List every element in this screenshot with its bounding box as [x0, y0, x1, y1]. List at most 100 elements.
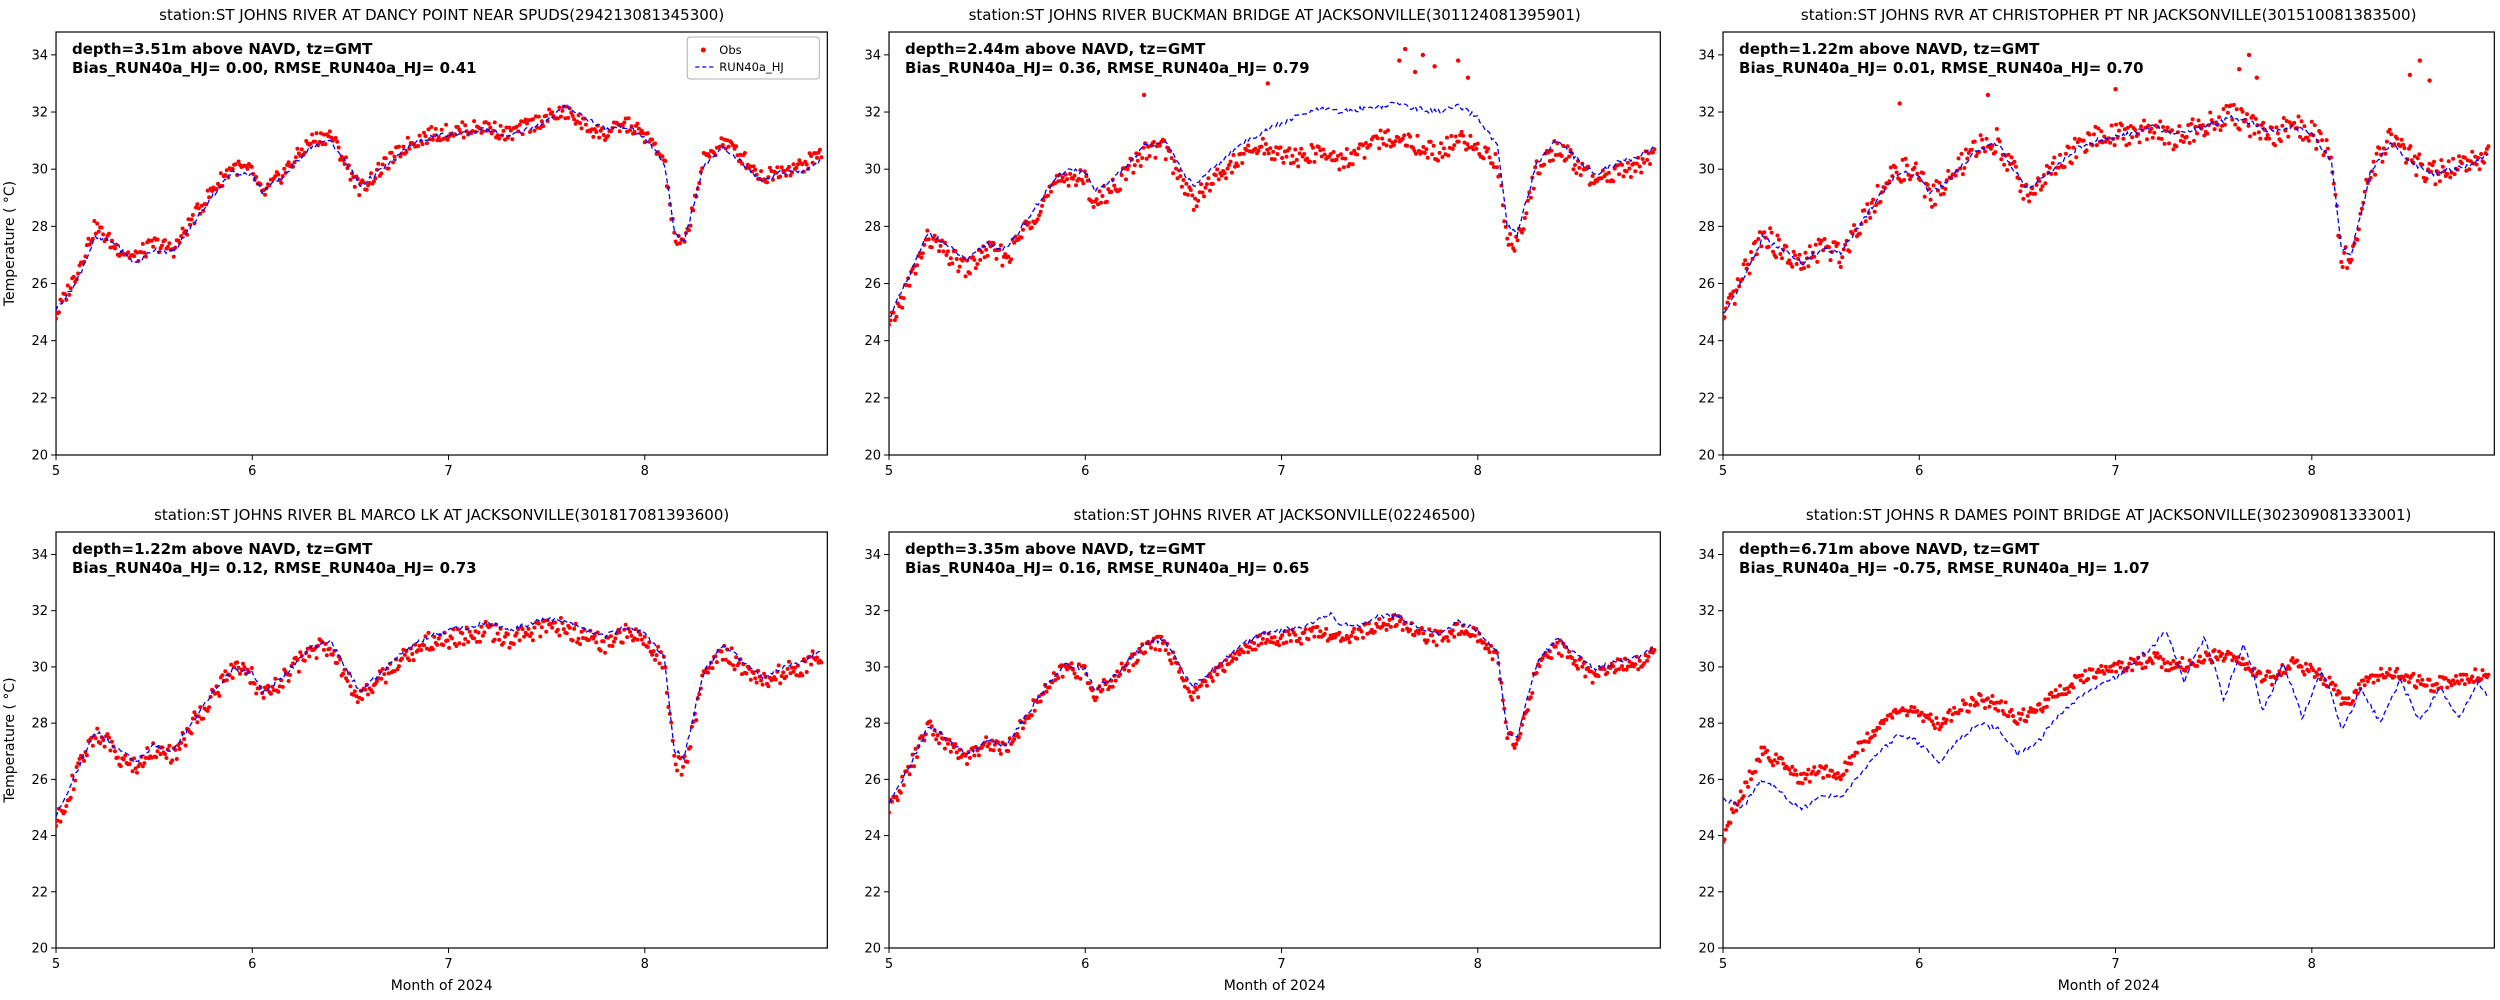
- y-tick-label: 28: [31, 220, 48, 235]
- legend-obs-marker: [700, 47, 706, 53]
- y-tick-label: 26: [31, 277, 48, 292]
- chart-panel-5: station:ST JOHNS RIVER AT JACKSONVILLE(0…: [833, 500, 1666, 1000]
- obs-outlier-point: [2113, 87, 2118, 92]
- x-tick-label: 8: [2307, 464, 2315, 479]
- obs-outlier-point: [1456, 58, 1461, 63]
- chart-svg-1: station:ST JOHNS RIVER AT DANCY POINT NE…: [2, 6, 828, 479]
- y-tick-label: 32: [865, 106, 882, 121]
- annotation-stats: Bias_RUN40a_HJ= 0.36, RMSE_RUN40a_HJ= 0.…: [905, 59, 1310, 77]
- x-tick-label: 8: [1474, 957, 1482, 972]
- y-tick-label: 24: [865, 829, 882, 844]
- chart-panel-6: station:ST JOHNS R DAMES POINT BRIDGE AT…: [1667, 500, 2500, 1000]
- obs-scatter: [1722, 648, 2491, 845]
- model-line: [1722, 631, 2489, 811]
- y-tick-label: 24: [865, 334, 882, 349]
- y-tick-label: 24: [1698, 334, 1715, 349]
- x-tick-label: 6: [1081, 957, 1089, 972]
- y-tick-label: 24: [31, 334, 48, 349]
- legend-box: [686, 36, 820, 80]
- obs-outlier-point: [2417, 58, 2422, 63]
- y-axis-label: Temperature ( °C): [2, 181, 18, 307]
- annotation-depth: depth=2.44m above NAVD, tz=GMT: [905, 40, 1206, 58]
- y-tick-label: 24: [31, 829, 48, 844]
- chart-svg-4: station:ST JOHNS RIVER BL MARCO LK AT JA…: [2, 506, 828, 994]
- y-tick-label: 34: [865, 548, 882, 563]
- y-tick-label: 30: [865, 163, 882, 178]
- annotation-depth: depth=1.22m above NAVD, tz=GMT: [72, 540, 373, 558]
- model-line: [889, 611, 1655, 804]
- x-tick-label: 5: [885, 957, 893, 972]
- obs-outlier-point: [1432, 64, 1438, 69]
- obs-outlier-point: [1420, 52, 1426, 58]
- obs-scatter: [56, 616, 824, 828]
- y-tick-label: 34: [31, 548, 48, 563]
- chart-panel-1: station:ST JOHNS RIVER AT DANCY POINT NE…: [0, 0, 833, 500]
- y-tick-label: 32: [31, 604, 48, 619]
- y-tick-label: 30: [865, 660, 882, 675]
- x-tick-label: 6: [248, 464, 256, 479]
- plot-frame: [888, 31, 1662, 456]
- y-tick-label: 22: [31, 885, 48, 900]
- obs-outlier-point: [1397, 58, 1402, 63]
- annotation-depth: depth=6.71m above NAVD, tz=GMT: [1739, 540, 2040, 558]
- x-tick-label: 6: [1915, 464, 1923, 479]
- obs-outlier-point: [2246, 52, 2251, 58]
- obs-scatter: [889, 613, 1657, 815]
- chart-svg-5: station:ST JOHNS RIVER AT JACKSONVILLE(0…: [865, 506, 1662, 994]
- chart-panel-2: station:ST JOHNS RIVER BUCKMAN BRIDGE AT…: [833, 0, 1666, 500]
- x-tick-label: 5: [1719, 957, 1727, 972]
- y-tick-label: 22: [1698, 391, 1715, 406]
- x-tick-label: 7: [1278, 464, 1286, 479]
- x-tick-label: 7: [2111, 957, 2119, 972]
- model-line: [889, 101, 1655, 318]
- y-tick-label: 32: [1698, 604, 1715, 619]
- y-tick-label: 28: [31, 717, 48, 732]
- y-tick-label: 20: [31, 449, 48, 464]
- y-tick-label: 34: [1698, 48, 1715, 63]
- legend-obs-label: Obs: [719, 43, 741, 57]
- x-tick-label: 6: [1915, 957, 1923, 972]
- model-line: [56, 104, 822, 311]
- y-tick-label: 28: [865, 717, 882, 732]
- plot-frame: [888, 531, 1662, 949]
- y-tick-label: 28: [865, 220, 882, 235]
- chart-panel-4: station:ST JOHNS RIVER BL MARCO LK AT JA…: [0, 500, 833, 1000]
- annotation-stats: Bias_RUN40a_HJ= 0.16, RMSE_RUN40a_HJ= 0.…: [905, 559, 1310, 577]
- y-tick-label: 30: [31, 660, 48, 675]
- obs-outlier-point: [2407, 72, 2412, 78]
- obs-outlier-point: [1897, 101, 1902, 106]
- obs-outlier-point: [1265, 81, 1271, 86]
- y-axis-label: Temperature ( °C): [2, 677, 18, 803]
- model-line: [1722, 114, 2489, 314]
- y-tick-label: 22: [865, 391, 882, 406]
- y-tick-label: 34: [865, 48, 882, 63]
- x-axis-label: Month of 2024: [391, 978, 493, 994]
- x-tick-label: 7: [444, 957, 452, 972]
- chart-title: station:ST JOHNS RIVER AT JACKSONVILLE(0…: [1074, 506, 1476, 524]
- y-tick-label: 26: [31, 773, 48, 788]
- y-tick-label: 34: [31, 48, 48, 63]
- x-tick-label: 5: [52, 464, 60, 479]
- obs-scatter: [889, 46, 1657, 327]
- plot-frame: [1722, 531, 2495, 949]
- y-tick-label: 32: [31, 106, 48, 121]
- annotation-stats: Bias_RUN40a_HJ= 0.12, RMSE_RUN40a_HJ= 0.…: [72, 559, 477, 577]
- y-tick-label: 28: [1698, 717, 1715, 732]
- obs-outlier-point: [1985, 92, 1990, 98]
- obs-outlier-point: [1413, 69, 1418, 75]
- y-tick-label: 26: [1698, 773, 1715, 788]
- annotation-depth: depth=1.22m above NAVD, tz=GMT: [1739, 40, 2040, 58]
- y-tick-label: 24: [1698, 829, 1715, 844]
- chart-title: station:ST JOHNS R DAMES POINT BRIDGE AT…: [1806, 506, 2411, 524]
- x-tick-label: 8: [2307, 957, 2315, 972]
- x-axis-label: Month of 2024: [1224, 978, 1326, 994]
- obs-scatter: [56, 104, 824, 321]
- x-axis-label: Month of 2024: [2057, 978, 2159, 994]
- obs-scatter: [1722, 52, 2491, 321]
- x-tick-label: 5: [885, 464, 893, 479]
- x-tick-label: 8: [641, 464, 649, 479]
- annotation-stats: Bias_RUN40a_HJ= 0.00, RMSE_RUN40a_HJ= 0.…: [72, 59, 477, 77]
- y-tick-label: 20: [865, 449, 882, 464]
- chart-title: station:ST JOHNS RVR AT CHRISTOPHER PT N…: [1801, 6, 2417, 24]
